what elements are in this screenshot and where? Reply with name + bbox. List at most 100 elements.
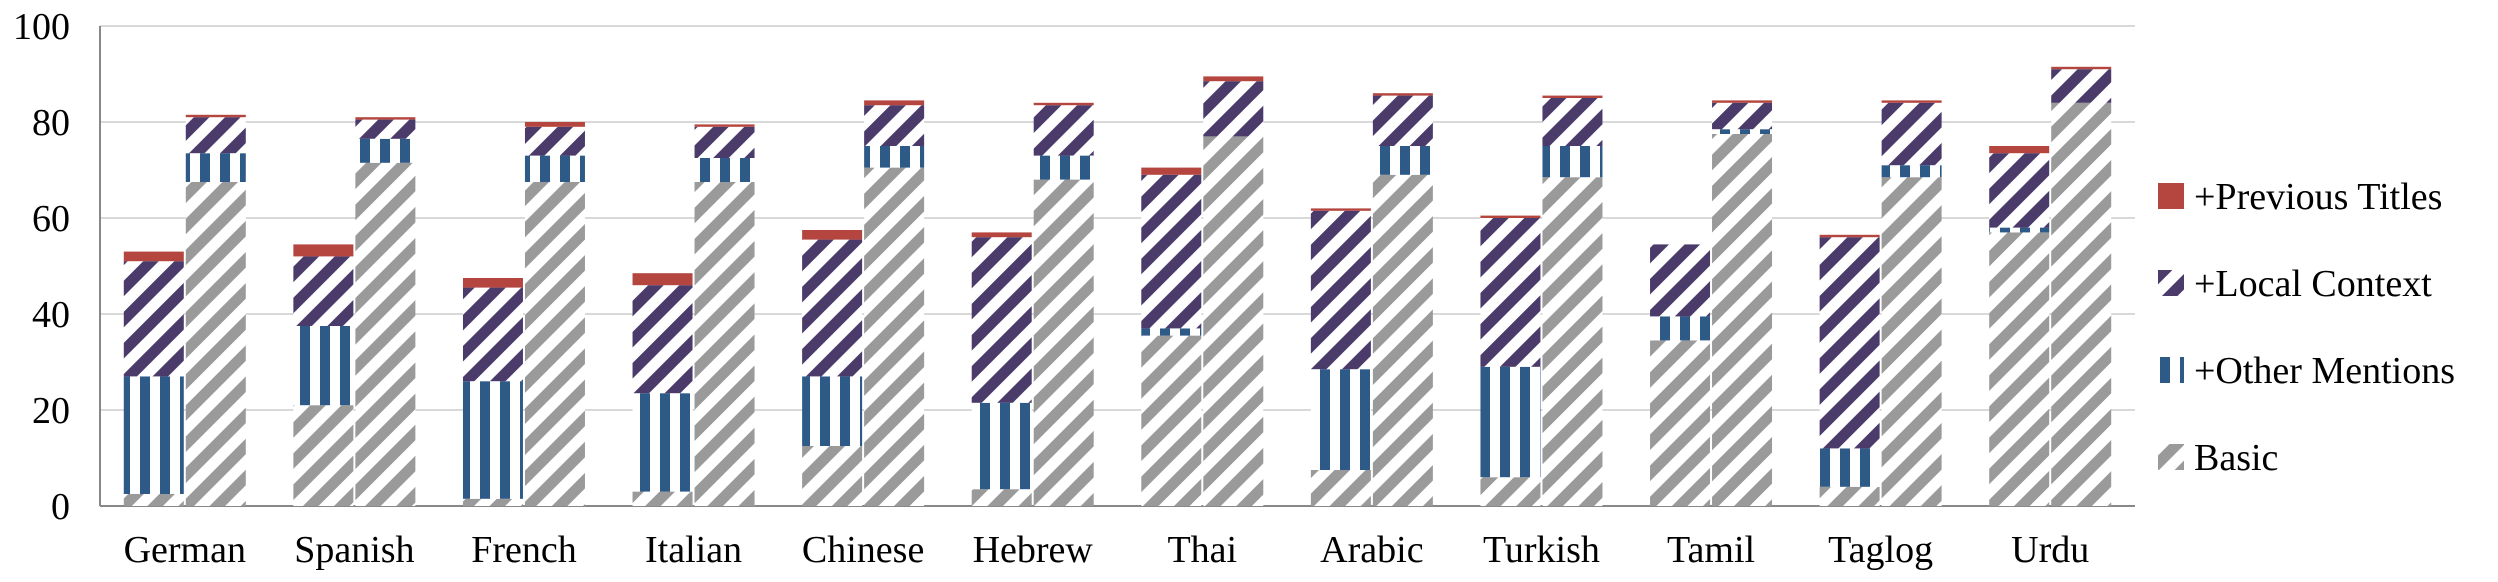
bar-segment-local-context: [1310, 210, 1371, 370]
bar-segment-basic: [971, 489, 1032, 506]
bar-segment-other-mentions: [1141, 328, 1202, 336]
bar-segment-previous-titles: [1712, 100, 1773, 103]
bar-segment-local-context: [1712, 102, 1773, 130]
bar-segment-other-mentions: [632, 393, 693, 492]
bar-segment-local-context: [1819, 237, 1880, 449]
bar-segment-basic: [1542, 177, 1603, 506]
bar-segment-other-mentions: [355, 138, 416, 163]
bar-segment-basic: [1989, 232, 2050, 506]
bar-segment-basic: [1819, 486, 1880, 506]
bar-segment-local-context: [1033, 105, 1094, 156]
legend-label: Basic: [2194, 437, 2278, 479]
bar-segment-local-context: [1542, 98, 1603, 146]
bar-segment-local-context: [1881, 102, 1942, 166]
bar-segment-previous-titles: [971, 232, 1032, 238]
legend-label: +Other Mentions: [2194, 350, 2455, 392]
bar-segment-previous-titles: [1819, 234, 1880, 238]
bar-segment-previous-titles: [1141, 167, 1202, 175]
bar-segment-basic: [1650, 340, 1711, 506]
bar-segment-local-context: [694, 126, 755, 158]
bar-segment-local-context: [293, 256, 354, 326]
bar-segment-previous-titles: [1203, 76, 1264, 82]
bar-segment-other-mentions: [293, 326, 354, 406]
bar-segment-basic: [632, 491, 693, 506]
bar-segment-local-context: [632, 285, 693, 394]
legend-swatch: [2158, 357, 2184, 383]
bar-segment-other-mentions: [971, 402, 1032, 490]
bars: [123, 66, 2112, 507]
bar-segment-basic: [1881, 177, 1942, 506]
bar-segment-previous-titles: [802, 230, 863, 240]
bar-segment-basic: [123, 494, 184, 506]
bar-segment-local-context: [1372, 95, 1433, 146]
bar-segment-local-context: [1480, 218, 1541, 367]
bar-segment-other-mentions: [462, 381, 523, 499]
bar-segment-basic: [802, 446, 863, 506]
x-category-label: Hebrew: [973, 529, 1094, 571]
bar-segment-previous-titles: [355, 117, 416, 120]
x-category-label: German: [124, 529, 246, 571]
bar-segment-basic: [355, 162, 416, 507]
bar-segment-local-context: [185, 117, 246, 154]
bar-segment-previous-titles: [1542, 95, 1603, 98]
bar-segment-other-mentions: [1650, 316, 1711, 341]
y-tick-label: 100: [13, 6, 70, 48]
x-category-label: Thai: [1167, 529, 1237, 571]
bar-segment-local-context: [1203, 81, 1264, 137]
y-tick-label: 0: [51, 486, 70, 528]
legend-swatch: [2158, 444, 2184, 470]
y-tick-label: 40: [32, 294, 70, 336]
bar-segment-previous-titles: [864, 100, 925, 106]
bar-segment-local-context: [864, 105, 925, 146]
legend: +Previous Titles +Local Context +Other Men…: [2158, 176, 2455, 479]
bar-segment-basic: [2051, 102, 2112, 507]
legend-label: +Local Context: [2194, 263, 2432, 305]
x-category-label: Spanish: [294, 529, 414, 571]
bar-segment-basic: [864, 167, 925, 506]
bar-segment-local-context: [2051, 69, 2112, 103]
bar-segment-previous-titles: [1372, 93, 1433, 96]
bar-segment-previous-titles: [462, 278, 523, 288]
y-tick-label: 60: [32, 198, 70, 240]
x-category-label: Italian: [645, 529, 742, 571]
bar-segment-other-mentions: [1542, 146, 1603, 178]
bar-segment-other-mentions: [524, 155, 585, 182]
bar-segment-basic: [1310, 470, 1371, 506]
bar-segment-local-context: [802, 239, 863, 377]
bar-segment-other-mentions: [802, 376, 863, 446]
legend-swatch: [2158, 270, 2184, 296]
bar-segment-previous-titles: [1310, 208, 1371, 211]
bar-segment-previous-titles: [1989, 146, 2050, 154]
bar-segment-basic: [1372, 174, 1433, 507]
labels: 0 20 40 60 80 100 German Spanish French Italian Ch…: [13, 6, 2089, 571]
bar-segment-other-mentions: [1310, 369, 1371, 470]
bar-segment-other-mentions: [694, 158, 755, 182]
x-category-label: Arabic: [1320, 529, 1423, 571]
bar-segment-basic: [1480, 477, 1541, 506]
bar-segment-other-mentions: [1881, 165, 1942, 178]
bar-segment-basic: [1033, 179, 1094, 506]
bar-segment-local-context: [524, 126, 585, 156]
bar-segment-other-mentions: [1033, 155, 1094, 180]
bar-segment-previous-titles: [1033, 102, 1094, 106]
bar-segment-basic: [185, 182, 246, 506]
x-category-label: Taglog: [1828, 529, 1933, 571]
axes: [99, 26, 2135, 507]
bar-segment-other-mentions: [1989, 227, 2050, 233]
bar-segment-local-context: [355, 119, 416, 139]
bar-segment-previous-titles: [694, 124, 755, 127]
y-tick-label: 20: [32, 390, 70, 432]
bar-segment-basic: [1712, 134, 1773, 506]
bar-segment-previous-titles: [2051, 66, 2112, 70]
x-category-label: Urdu: [2011, 529, 2089, 571]
x-category-label: French: [471, 529, 577, 571]
bar-segment-basic: [1141, 335, 1202, 506]
bar-segment-previous-titles: [632, 273, 693, 286]
bar-segment-other-mentions: [1712, 129, 1773, 134]
bar-segment-local-context: [1141, 174, 1202, 329]
bar-segment-other-mentions: [864, 146, 925, 168]
legend-label: +Previous Titles: [2194, 176, 2442, 218]
bar-segment-previous-titles: [1480, 215, 1541, 218]
bar-segment-other-mentions: [185, 153, 246, 182]
